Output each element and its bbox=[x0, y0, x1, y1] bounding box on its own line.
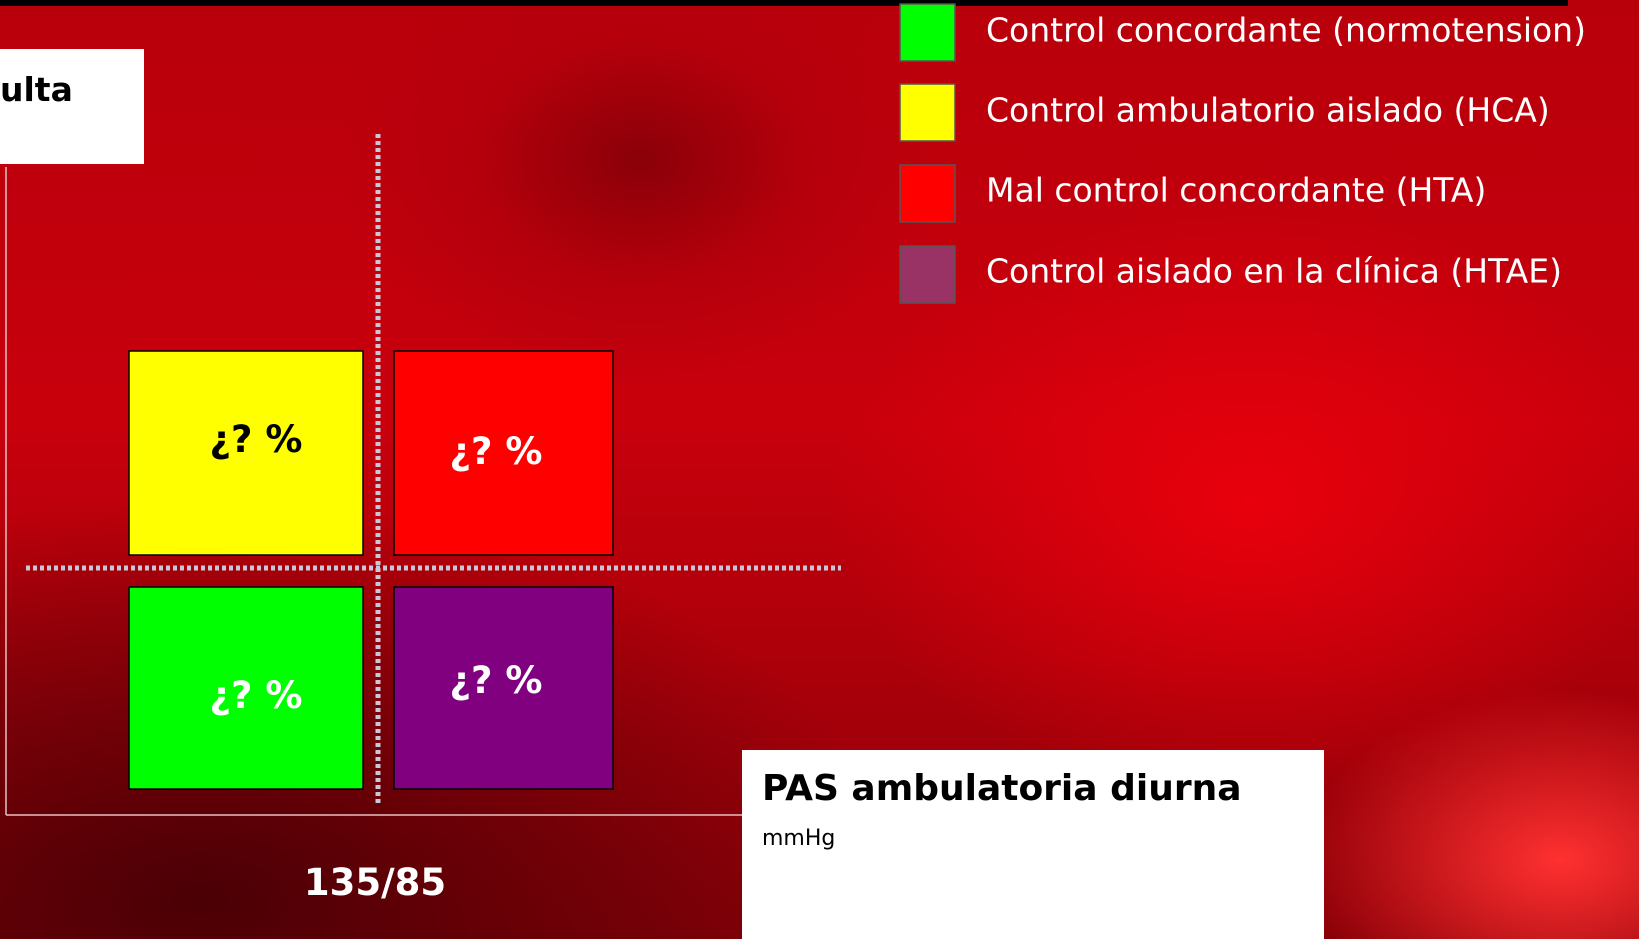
legend-label: Control concordante (normotension) bbox=[986, 11, 1586, 50]
quadrant-label: ¿? % bbox=[210, 674, 303, 717]
quadrant-label: ¿? % bbox=[450, 659, 543, 702]
x-label-title: PAS ambulatoria diurna bbox=[762, 768, 1242, 809]
legend-swatch bbox=[900, 4, 955, 61]
legend-swatch bbox=[900, 165, 955, 222]
slide: ulta ¿? % ¿? % ¿? % ¿? % 135/85 Control … bbox=[0, 0, 1639, 939]
legend-label: Control aislado en la clínica (HTAE) bbox=[986, 252, 1562, 291]
legend-swatch bbox=[900, 84, 955, 141]
x-label-box: PAS ambulatoria diurna mmHg bbox=[742, 750, 1324, 939]
legend-label: Mal control concordante (HTA) bbox=[986, 171, 1486, 210]
legend-swatch bbox=[900, 246, 955, 303]
quadrant-label: ¿? % bbox=[210, 418, 303, 461]
x-label-unit: mmHg bbox=[762, 826, 835, 851]
quadrant-label: ¿? % bbox=[450, 430, 543, 473]
legend-label: Control ambulatorio aislado (HCA) bbox=[986, 91, 1550, 130]
threshold-label: 135/85 bbox=[304, 861, 446, 904]
